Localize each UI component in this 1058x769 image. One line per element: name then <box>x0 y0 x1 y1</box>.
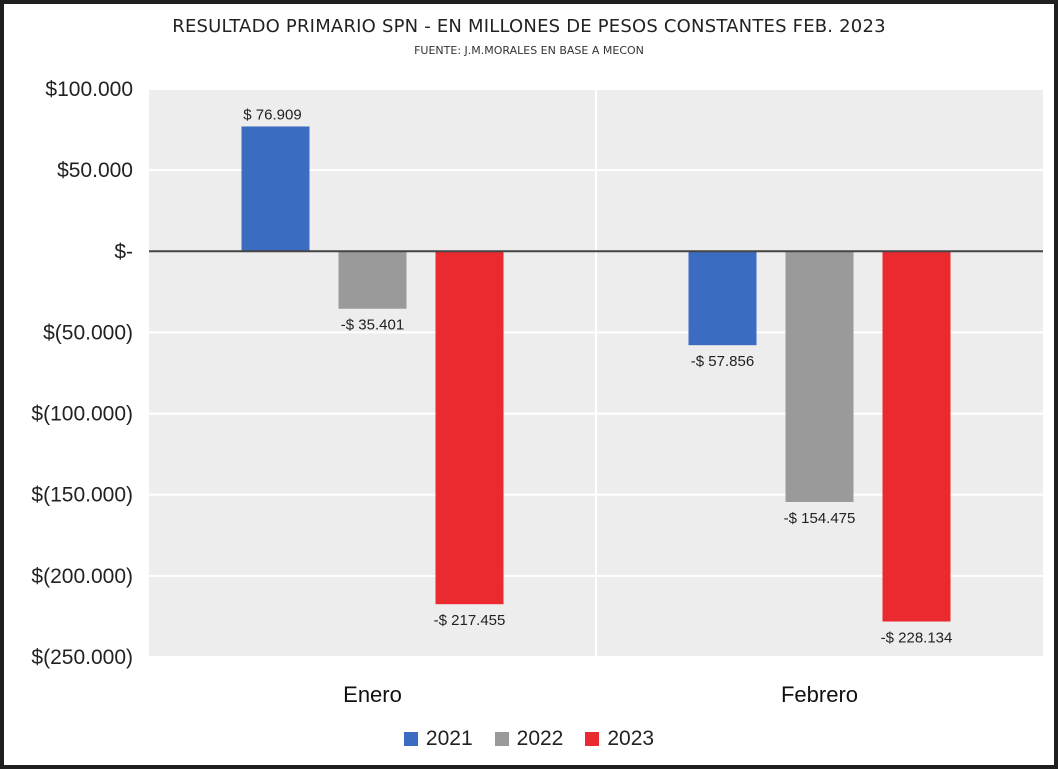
y-tick-label: $- <box>114 240 133 263</box>
legend-swatch-2021 <box>403 732 418 746</box>
bar-2022-enero <box>338 251 407 309</box>
y-tick-label: $(150.000) <box>31 484 133 507</box>
data-label: -$ 35.401 <box>341 317 404 334</box>
chart-title: RESULTADO PRIMARIO SPN - EN MILLONES DE … <box>172 16 886 37</box>
data-label: -$ 228.134 <box>881 630 953 647</box>
legend-label-2022: 2022 <box>516 727 564 750</box>
data-label: -$ 217.455 <box>434 612 506 629</box>
data-label: $ 76.909 <box>243 106 301 123</box>
data-label: -$ 57.856 <box>691 353 754 370</box>
legend-item-2022: 2022 <box>494 727 564 751</box>
bar-2021-febrero <box>688 251 757 346</box>
y-tick-label: $(250.000) <box>31 646 133 669</box>
legend-item-2021: 2021 <box>403 727 473 751</box>
y-tick-label: $(100.000) <box>31 403 133 426</box>
y-tick-label: $50.000 <box>57 159 133 182</box>
x-tick-label: Febrero <box>781 682 858 707</box>
chart-subtitle: FUENTE: J.M.MORALES EN BASE A MECON <box>414 44 644 57</box>
legend-label-2021: 2021 <box>425 727 473 750</box>
x-tick-label: Enero <box>343 682 402 707</box>
legend-swatch-2022 <box>494 732 509 746</box>
legend-swatch-2023 <box>585 732 600 746</box>
legend-label-2023: 2023 <box>607 727 655 750</box>
data-label: -$ 154.475 <box>784 510 856 527</box>
legend: 2021 2022 2023 <box>0 727 1058 751</box>
bar-2023-enero <box>435 251 504 605</box>
legend-item-2023: 2023 <box>585 727 654 751</box>
y-tick-label: $(200.000) <box>31 565 133 588</box>
bar-2023-febrero <box>882 251 951 622</box>
y-tick-label: $100.000 <box>45 78 133 101</box>
bar-2022-febrero <box>785 251 854 502</box>
bar-2021-enero <box>241 126 310 252</box>
y-tick-label: $(50.000) <box>43 321 133 344</box>
